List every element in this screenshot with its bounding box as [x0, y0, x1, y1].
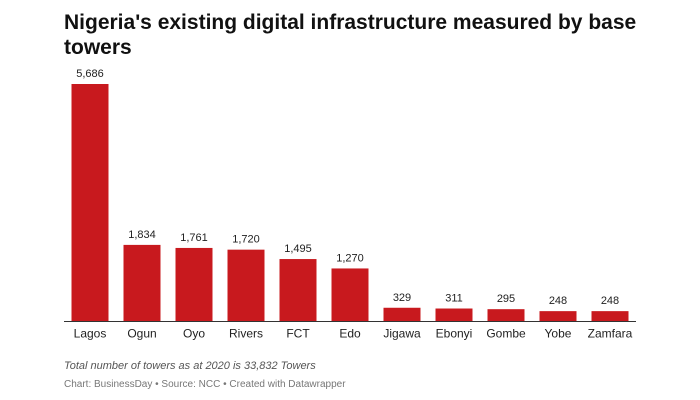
- value-label-ogun: 1,834: [128, 229, 156, 241]
- category-label-lagos: Lagos: [74, 327, 107, 341]
- bar-jigawa: [383, 307, 421, 322]
- category-label-fct: FCT: [286, 327, 310, 341]
- bar-yobe: [539, 311, 577, 322]
- category-label-rivers: Rivers: [229, 327, 263, 341]
- value-label-zamfara: 248: [601, 295, 619, 307]
- bar-lagos: [71, 84, 109, 322]
- bar-rivers: [227, 249, 265, 322]
- category-label-yobe: Yobe: [545, 327, 572, 341]
- bar-ogun: [123, 244, 161, 322]
- value-label-fct: 1,495: [284, 243, 312, 255]
- chart-note: Total number of towers as at 2020 is 33,…: [64, 360, 316, 372]
- value-label-lagos: 5,686: [76, 68, 104, 80]
- category-label-edo: Edo: [339, 327, 361, 341]
- chart-title: Nigeria's existing digital infrastructur…: [64, 11, 637, 59]
- category-label-jigawa: Jigawa: [383, 327, 421, 341]
- chart-credits: Chart: BusinessDay • Source: NCC • Creat…: [64, 379, 346, 390]
- bar-edo: [331, 268, 369, 322]
- value-label-gombe: 295: [497, 293, 515, 305]
- category-label-oyo: Oyo: [183, 327, 205, 341]
- category-label-zamfara: Zamfara: [588, 327, 633, 341]
- value-label-yobe: 248: [549, 295, 567, 307]
- category-label-ebonyi: Ebonyi: [436, 327, 473, 341]
- value-label-jigawa: 329: [393, 292, 411, 304]
- bar-ebonyi: [435, 308, 473, 322]
- bar-oyo: [175, 247, 213, 322]
- bar-fct: [279, 259, 317, 322]
- value-label-edo: 1,270: [336, 252, 364, 264]
- category-label-ogun: Ogun: [127, 327, 156, 341]
- value-label-rivers: 1,720: [232, 234, 260, 246]
- category-label-gombe: Gombe: [486, 327, 526, 341]
- value-label-oyo: 1,761: [180, 232, 208, 244]
- bar-zamfara: [591, 311, 629, 322]
- value-label-ebonyi: 311: [445, 293, 463, 305]
- bar-gombe: [487, 309, 525, 322]
